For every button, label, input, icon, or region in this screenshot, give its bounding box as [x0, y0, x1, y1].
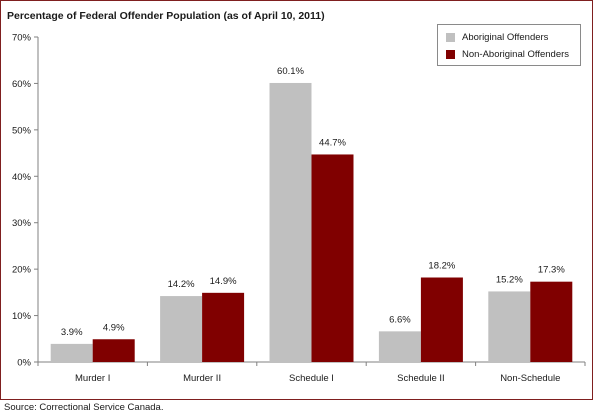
data-label: 17.3% [538, 265, 565, 276]
source-note: Source: Correctional Service Canada. [4, 402, 164, 413]
bar [92, 339, 135, 362]
data-label: 44.7% [319, 137, 346, 148]
legend-label-non-aboriginal: Non-Aboriginal Offenders [462, 49, 570, 60]
x-tick-label: Murder II [183, 373, 221, 384]
x-tick-label: Non-Schedule [500, 373, 560, 384]
legend-item-aboriginal: Aboriginal Offenders [446, 32, 548, 43]
x-tick-label: Schedule II [397, 373, 445, 384]
legend-swatch-aboriginal [446, 33, 455, 42]
bar [420, 277, 463, 362]
y-tick-label: 0% [17, 358, 31, 369]
y-tick-label: 10% [12, 311, 32, 322]
y-tick-label: 40% [12, 172, 32, 183]
bar-chart: 0% 10% 20% 30% 40% 50% 60% 70% Murder I Murder II… [12, 33, 586, 384]
data-label: 6.6% [389, 314, 411, 325]
data-label: 4.9% [103, 322, 125, 333]
legend: Aboriginal Offenders Non-Aboriginal Offe… [437, 24, 581, 66]
bars [50, 82, 573, 362]
data-label: 15.2% [496, 274, 523, 285]
data-label: 14.2% [168, 279, 195, 290]
x-tick-label: Murder I [75, 373, 110, 384]
chart-title: Percentage of Federal Offender Populatio… [7, 10, 325, 22]
data-label: 60.1% [277, 66, 304, 77]
bar [269, 82, 312, 362]
y-tick-label: 20% [12, 265, 32, 276]
bar [50, 343, 93, 362]
bar [378, 331, 421, 362]
data-label: 3.9% [61, 327, 83, 338]
data-label: 14.9% [210, 276, 237, 287]
y-tick-label: 60% [12, 79, 32, 90]
y-tick-label: 70% [12, 33, 32, 44]
bar [160, 296, 203, 362]
chart-frame: Percentage of Federal Offender Populatio… [0, 0, 593, 400]
bar [530, 281, 573, 362]
data-labels: 3.9% 4.9% 14.2% 14.9% 60.1% 44.7% 6.6% 18.2% 15.… [61, 66, 565, 338]
data-label: 18.2% [428, 261, 455, 272]
bar [311, 154, 354, 362]
legend-swatch-non-aboriginal [446, 50, 455, 59]
legend-item-non-aboriginal: Non-Aboriginal Offenders [446, 49, 569, 60]
bar [488, 291, 531, 362]
y-tick-label: 50% [12, 125, 32, 136]
legend-label-aboriginal: Aboriginal Offenders [462, 32, 549, 43]
y-tick-label: 30% [12, 218, 32, 229]
bar [202, 292, 245, 362]
x-tick-label: Schedule I [289, 373, 334, 384]
